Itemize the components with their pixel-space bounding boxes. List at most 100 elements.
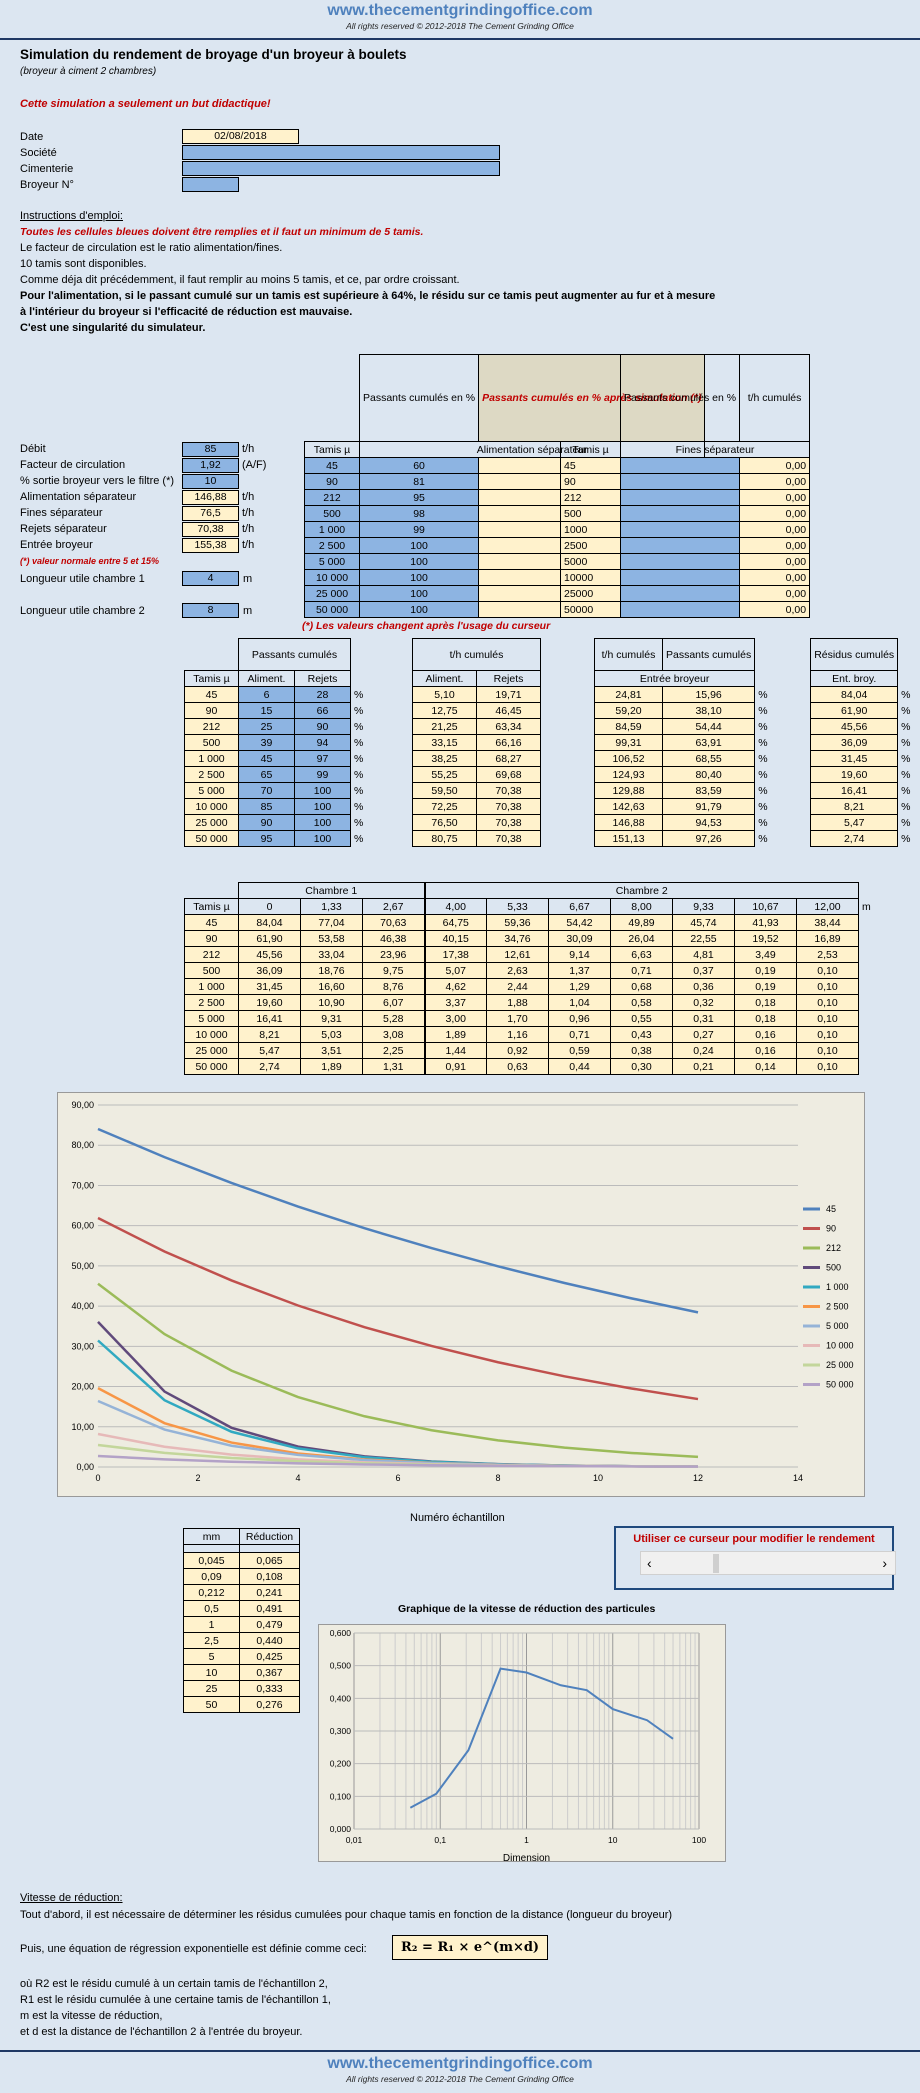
rejects-passing-cell[interactable]: 99 <box>294 766 351 783</box>
cursor-title: Utiliser ce curseur pour modifier le ren… <box>633 1533 875 1545</box>
param-value[interactable]: 1,92 <box>182 458 239 473</box>
feed-th-cell: 12,75 <box>412 702 477 719</box>
residue-cell: 0,71 <box>548 1026 611 1043</box>
rejects-passing-cell[interactable]: 100 <box>294 798 351 815</box>
passing-cell[interactable]: 98 <box>358 505 480 522</box>
rejects-passing-cell[interactable]: 100 <box>294 830 351 847</box>
sieve-cell[interactable]: 45 <box>304 457 360 474</box>
efficiency-slider[interactable]: ‹ › <box>640 1551 896 1575</box>
residue-cell: 45,56 <box>810 718 899 735</box>
passing-cell[interactable]: 100 <box>358 601 480 618</box>
broyeur-field[interactable] <box>182 177 239 192</box>
passing-cell[interactable]: 100 <box>358 569 480 586</box>
sieve-cell[interactable]: 25 000 <box>304 585 360 602</box>
mix-h-rejets2: Rejets <box>476 670 541 687</box>
passing-cell[interactable]: 95 <box>358 489 480 506</box>
rejects-passing-cell[interactable]: 90 <box>294 718 351 735</box>
cimenterie-field[interactable] <box>182 161 500 176</box>
site-url-link[interactable]: www.thecementgrindingoffice.com <box>327 2 593 19</box>
slider-left-arrow[interactable]: ‹ <box>647 1555 652 1571</box>
feed-passing-cell[interactable]: 85 <box>238 798 295 815</box>
passing-cell[interactable]: 100 <box>358 537 480 554</box>
percent-sign: % <box>901 784 911 797</box>
sieve-cell: 90 <box>184 930 239 947</box>
chamber2-length-field[interactable]: 8 <box>182 603 239 618</box>
residues-line-chart: 0,00 10,00 20,00 30,00 40,00 50,00 60,00 70,00 8… <box>57 1092 865 1497</box>
passing-cell[interactable] <box>619 553 741 570</box>
passing-cell[interactable]: 100 <box>358 553 480 570</box>
entry-passing-cell: 54,44 <box>661 718 756 735</box>
percent-sign: % <box>758 800 768 813</box>
feed-passing-cell[interactable]: 25 <box>238 718 295 735</box>
table-row: 90 61,90 53,58 46,38 40,15 34,76 30,09 26,04 22,… <box>184 930 875 947</box>
x-tick-label: 0,1 <box>434 1835 446 1845</box>
residue-cell: 6,07 <box>362 994 426 1011</box>
passing-cell[interactable]: 81 <box>358 473 480 490</box>
table-row: 10 0,367 <box>183 1664 300 1681</box>
passing-cell[interactable]: 99 <box>358 521 480 538</box>
sieve-cell[interactable]: 500 <box>304 505 360 522</box>
footer-url-link[interactable]: www.thecementgrindingoffice.com <box>327 2055 593 2072</box>
table-cell <box>859 947 875 963</box>
residue-cell: 1,89 <box>424 1026 487 1043</box>
rejects-passing-cell[interactable]: 97 <box>294 750 351 767</box>
ch-h-ch2: Chambre 2 <box>424 882 859 899</box>
passing-cell[interactable] <box>619 537 741 554</box>
passing-cell[interactable] <box>619 505 741 522</box>
feed-passing-cell[interactable]: 65 <box>238 766 295 783</box>
sieve-cell[interactable]: 50 000 <box>304 601 360 618</box>
feed-passing-cell[interactable]: 15 <box>238 702 295 719</box>
feed-passing-cell[interactable]: 39 <box>238 734 295 751</box>
fines-h-passants: Passants cumulés en % <box>619 354 741 442</box>
sieve-cell[interactable]: 2 500 <box>304 537 360 554</box>
date-field[interactable]: 02/08/2018 <box>182 129 299 144</box>
passing-cell[interactable] <box>619 473 741 490</box>
sieve-cell[interactable]: 1 000 <box>304 521 360 538</box>
mm-cell: 10 <box>183 1664 240 1681</box>
slider-right-arrow[interactable]: › <box>882 1555 887 1571</box>
sieve-cell[interactable]: 5 000 <box>304 553 360 570</box>
passing-cell[interactable] <box>619 585 741 602</box>
sieve-cell[interactable]: 212 <box>304 489 360 506</box>
rejects-passing-cell[interactable]: 66 <box>294 702 351 719</box>
table-cell <box>541 751 595 767</box>
table-cell <box>541 719 595 735</box>
residue-cell: 3,51 <box>300 1042 363 1059</box>
passing-cell[interactable]: 60 <box>358 457 480 474</box>
passing-cell[interactable]: 100 <box>358 585 480 602</box>
passing-cell[interactable] <box>619 521 741 538</box>
residue-cell: 1,37 <box>548 962 611 979</box>
sieve-cell[interactable]: 10 000 <box>304 569 360 586</box>
param-label: Alimentation séparateur <box>20 491 137 503</box>
chamber1-length-field[interactable]: 4 <box>182 571 239 586</box>
residue-cell: 0,19 <box>734 978 797 995</box>
slider-thumb[interactable] <box>713 1554 719 1573</box>
legend-label: 212 <box>826 1243 841 1253</box>
entry-th-cell: 24,81 <box>594 686 663 703</box>
feed-passing-cell[interactable]: 95 <box>238 830 295 847</box>
passing-cell[interactable] <box>619 569 741 586</box>
passing-cell[interactable] <box>619 601 741 618</box>
percent-sign: % <box>758 720 768 733</box>
feed-passing-cell[interactable]: 6 <box>238 686 295 703</box>
param-value[interactable]: 85 <box>182 442 239 457</box>
passing-cell[interactable] <box>619 457 741 474</box>
rejects-passing-cell[interactable]: 100 <box>294 782 351 799</box>
sieve-cell[interactable]: 90 <box>304 473 360 490</box>
feed-passing-cell[interactable]: 70 <box>238 782 295 799</box>
param-value[interactable]: 10 <box>182 474 239 489</box>
rejects-passing-cell[interactable]: 100 <box>294 814 351 831</box>
y-tick-label: 60,00 <box>71 1221 94 1231</box>
residue-cell: 84,04 <box>238 914 301 931</box>
societe-field[interactable] <box>182 145 500 160</box>
residue-cell: 1,89 <box>300 1058 363 1075</box>
instructions-line7: C'est une singularité du simulateur. <box>20 322 206 334</box>
feed-passing-cell[interactable]: 90 <box>238 814 295 831</box>
residue-cell: 26,04 <box>610 930 673 947</box>
residue-cell: 16,41 <box>810 782 899 799</box>
feed-passing-cell[interactable]: 45 <box>238 750 295 767</box>
instructions-line6: à l'intérieur du broyeur si l'efficacité… <box>20 306 353 318</box>
passing-cell[interactable] <box>619 489 741 506</box>
rejects-passing-cell[interactable]: 28 <box>294 686 351 703</box>
rejects-passing-cell[interactable]: 94 <box>294 734 351 751</box>
